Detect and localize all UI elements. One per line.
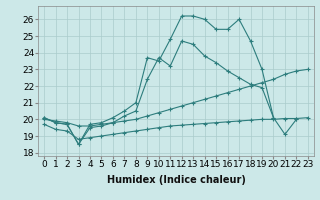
X-axis label: Humidex (Indice chaleur): Humidex (Indice chaleur): [107, 175, 245, 185]
